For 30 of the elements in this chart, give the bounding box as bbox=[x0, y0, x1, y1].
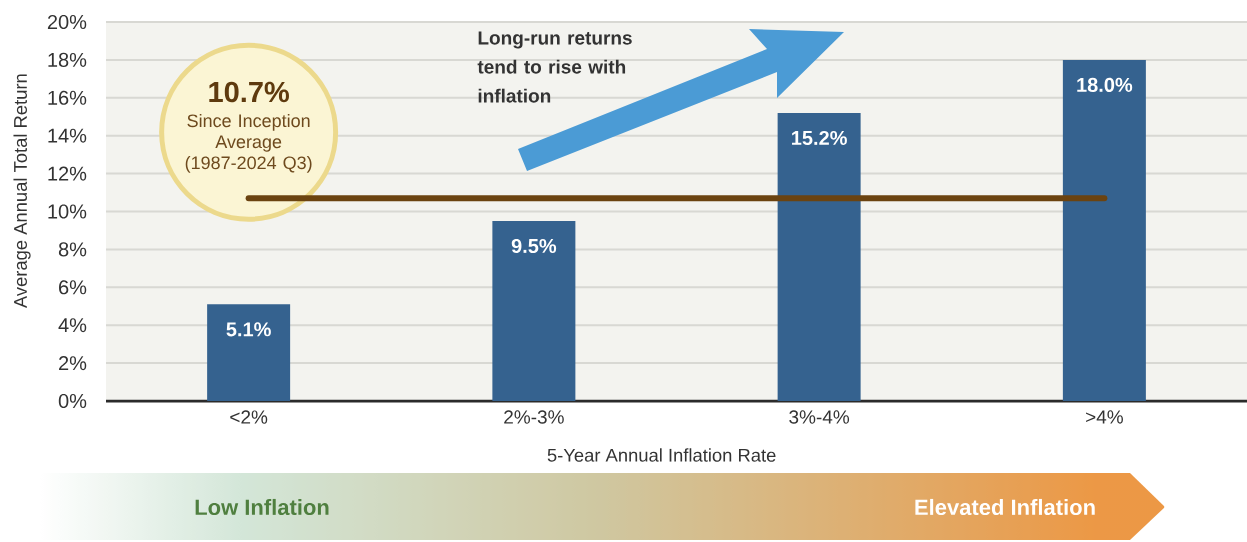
bar bbox=[1062, 59, 1146, 401]
data-label: 9.5% bbox=[511, 238, 557, 254]
y-tick-label: 4% bbox=[58, 318, 87, 333]
bar bbox=[492, 220, 576, 401]
data-label: 15.2% bbox=[792, 130, 847, 146]
x-tick-label: <2% bbox=[230, 410, 268, 424]
y-tick-label: 20% bbox=[47, 14, 87, 30]
annotation: 10.7% bbox=[209, 81, 289, 103]
bar bbox=[777, 112, 861, 401]
y-tick-label: 8% bbox=[58, 242, 87, 257]
y-tick-label: 2% bbox=[59, 356, 87, 371]
y-tick-label: 10% bbox=[48, 204, 87, 219]
annotation: Long-run returns tend to rise with inflation bbox=[477, 31, 632, 103]
y-tick-label: 0% bbox=[58, 393, 87, 409]
y-tick-label: 16% bbox=[48, 90, 87, 105]
ref-line-label: Since Inception Average (1987-2024 Q3) bbox=[185, 113, 312, 173]
x-tick-label: 2%-3% bbox=[504, 410, 564, 424]
data-label: 18.0% bbox=[1077, 77, 1133, 92]
x-tick-label: >4% bbox=[1086, 410, 1123, 424]
x-tick-label: 3%-4% bbox=[789, 410, 850, 424]
y-tick-label: 18% bbox=[48, 52, 87, 67]
x-axis-title: 5-Year Annual Inflation Rate bbox=[547, 448, 776, 462]
y-tick-label: 14% bbox=[48, 128, 87, 143]
y-tick-label: 6% bbox=[59, 280, 87, 295]
bar bbox=[207, 304, 291, 401]
text: Elevated Inflation bbox=[915, 498, 1095, 516]
y-axis-title: Average Annual Total Return bbox=[13, 74, 31, 309]
text: Low Inflation bbox=[195, 498, 329, 516]
data-label: 5.1% bbox=[226, 322, 271, 337]
y-tick-label: 12% bbox=[48, 166, 87, 181]
